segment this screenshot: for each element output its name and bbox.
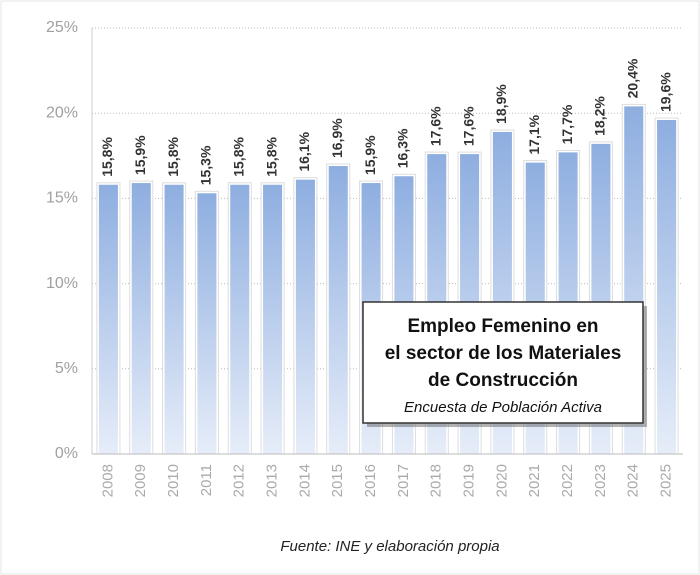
bar (328, 166, 348, 455)
data-label: 15,8% (165, 137, 181, 177)
bar (197, 193, 217, 454)
bar (295, 179, 315, 454)
data-label: 17,7% (559, 104, 575, 144)
x-tick-label: 2021 (526, 464, 543, 497)
y-tick-label: 0% (55, 445, 78, 462)
data-label: 15,9% (362, 135, 378, 175)
data-label: 17,6% (460, 106, 476, 146)
y-tick-label: 25% (46, 19, 78, 36)
x-tick-label: 2015 (329, 464, 346, 497)
y-tick-label: 5% (55, 360, 78, 377)
y-tick-label: 15% (46, 190, 78, 207)
data-label: 15,8% (263, 137, 279, 177)
x-tick-label: 2016 (362, 464, 379, 497)
x-tick-label: 2012 (231, 464, 248, 497)
x-tick-label: 2022 (559, 464, 576, 497)
x-tick-label: 2013 (264, 464, 281, 497)
bar (98, 184, 118, 454)
bar (164, 184, 184, 454)
bar (131, 183, 151, 454)
data-label: 17,6% (427, 106, 443, 146)
x-tick-label: 2008 (99, 464, 116, 497)
x-tick-label: 2011 (198, 464, 215, 496)
x-tick-label: 2024 (625, 464, 642, 497)
data-label: 15,8% (230, 137, 246, 177)
subtitle: Encuesta de Población Activa (404, 399, 602, 416)
y-tick-label: 10% (46, 275, 78, 292)
x-tick-label: 2023 (592, 464, 609, 497)
title-box (362, 301, 644, 424)
data-label: 16,3% (395, 128, 411, 168)
data-label: 17,1% (526, 114, 542, 154)
x-tick-label: 2017 (395, 464, 412, 497)
x-tick-label: 2020 (493, 464, 510, 497)
data-label: 19,6% (657, 72, 673, 112)
y-tick-label: 20% (46, 104, 78, 121)
title-line: de Construcción (428, 370, 578, 391)
bar (263, 184, 283, 454)
title-line: el sector de los Materiales (385, 343, 622, 364)
data-label: 20,4% (624, 58, 640, 98)
data-label: 15,9% (132, 135, 148, 175)
x-tick-label: 2019 (461, 464, 478, 497)
x-tick-label: 2010 (165, 464, 182, 497)
data-label: 16,1% (296, 131, 312, 171)
data-label: 15,8% (99, 137, 115, 177)
x-tick-label: 2018 (428, 464, 445, 497)
x-tick-label: 2014 (296, 464, 313, 497)
data-label: 16,9% (329, 118, 345, 158)
data-label: 15,3% (198, 145, 214, 185)
data-label: 18,9% (493, 84, 509, 124)
bar (230, 184, 250, 454)
source: Fuente: INE y elaboración propia (280, 538, 499, 555)
x-tick-label: 2009 (132, 464, 149, 497)
data-label: 18,2% (592, 96, 608, 136)
x-tick-label: 2025 (658, 464, 675, 497)
bar (657, 120, 677, 455)
title-line: Empleo Femenino en (407, 316, 598, 337)
